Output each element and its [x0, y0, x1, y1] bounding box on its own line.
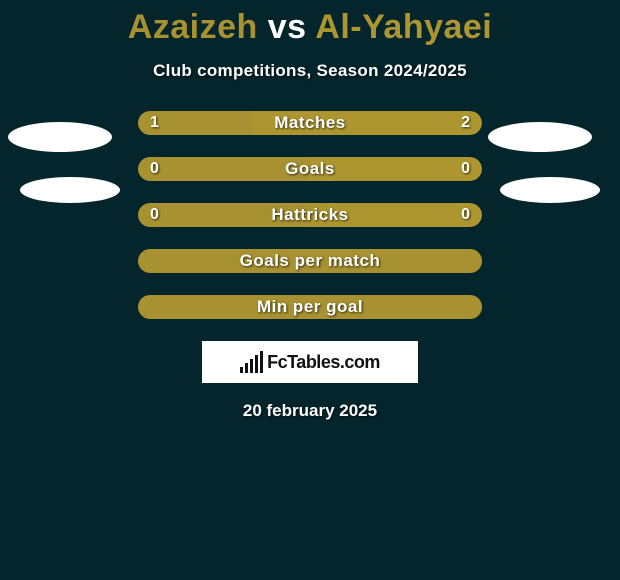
stat-row: 00Hattricks	[138, 203, 482, 227]
player-photo-placeholder	[488, 122, 592, 152]
vs-text: vs	[268, 8, 307, 46]
fctables-logo: FcTables.com	[202, 341, 418, 383]
player2-name: Al-Yahyaei	[315, 8, 492, 46]
player1-name: Azaizeh	[128, 8, 258, 46]
player-photo-placeholder	[8, 122, 112, 152]
player-photo-placeholder	[20, 177, 120, 203]
stat-row: Min per goal	[138, 295, 482, 319]
stat-label: Goals per match	[138, 249, 482, 273]
stat-row: 00Goals	[138, 157, 482, 181]
player-photo-placeholder	[500, 177, 600, 203]
subtitle: Club competitions, Season 2024/2025	[0, 61, 620, 81]
logo-bars-icon	[240, 351, 263, 373]
stat-row: 12Matches	[138, 111, 482, 135]
stat-label: Matches	[138, 111, 482, 135]
stat-label: Hattricks	[138, 203, 482, 227]
logo-text: FcTables.com	[267, 352, 380, 373]
stat-row: Goals per match	[138, 249, 482, 273]
stat-label: Min per goal	[138, 295, 482, 319]
snapshot-date: 20 february 2025	[0, 401, 620, 421]
comparison-title: Azaizeh vs Al-Yahyaei	[0, 0, 620, 47]
stat-label: Goals	[138, 157, 482, 181]
